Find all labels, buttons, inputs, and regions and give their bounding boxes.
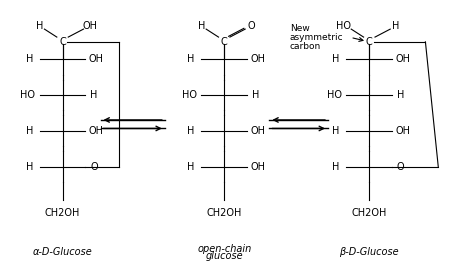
Text: H: H — [187, 126, 194, 136]
Text: carbon: carbon — [289, 42, 320, 51]
Text: New: New — [289, 24, 309, 33]
Text: H: H — [332, 54, 339, 64]
Text: H: H — [198, 21, 205, 31]
Text: HO: HO — [326, 90, 341, 100]
Text: O: O — [247, 21, 254, 31]
Text: H: H — [391, 21, 398, 31]
Text: CH2OH: CH2OH — [351, 208, 386, 218]
Text: β-D-Glucose: β-D-Glucose — [339, 247, 398, 257]
Text: H: H — [26, 54, 33, 64]
Text: H: H — [90, 90, 98, 100]
Text: OH: OH — [82, 21, 98, 31]
Text: OH: OH — [394, 126, 409, 136]
Text: OH: OH — [394, 54, 409, 64]
Text: HO: HO — [181, 90, 196, 100]
Text: OH: OH — [249, 126, 265, 136]
Text: CH2OH: CH2OH — [45, 208, 80, 218]
Text: H: H — [36, 21, 44, 31]
Text: C: C — [365, 37, 372, 47]
Text: H: H — [26, 162, 33, 172]
Text: C: C — [59, 37, 66, 47]
Text: H: H — [187, 54, 194, 64]
Text: glucose: glucose — [205, 251, 243, 261]
Text: O: O — [396, 162, 404, 172]
Text: H: H — [396, 90, 404, 100]
Text: H: H — [187, 162, 194, 172]
Text: open-chain: open-chain — [197, 244, 251, 254]
Text: H: H — [332, 126, 339, 136]
Text: C: C — [220, 37, 227, 47]
Text: asymmetric: asymmetric — [289, 33, 343, 42]
Text: OH: OH — [249, 54, 265, 64]
Text: O: O — [90, 162, 98, 172]
Text: H: H — [251, 90, 259, 100]
Text: α-D-Glucose: α-D-Glucose — [32, 247, 92, 257]
Text: CH2OH: CH2OH — [206, 208, 241, 218]
Text: H: H — [26, 126, 33, 136]
Text: HO: HO — [20, 90, 35, 100]
Text: OH: OH — [88, 54, 103, 64]
Text: H: H — [332, 162, 339, 172]
Text: HO: HO — [335, 21, 350, 31]
Text: OH: OH — [249, 162, 265, 172]
Text: OH: OH — [88, 126, 103, 136]
